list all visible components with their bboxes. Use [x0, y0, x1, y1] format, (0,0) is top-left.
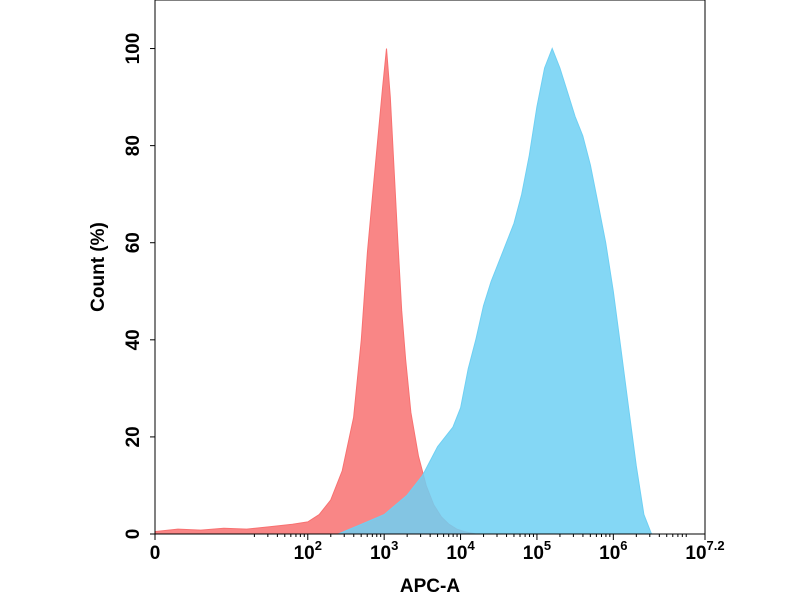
- x-tick-label: 104: [446, 538, 475, 564]
- y-tick-label: 0: [123, 529, 144, 540]
- series-area-2: [338, 47, 653, 535]
- y-axis-title: Count (%): [88, 222, 109, 312]
- y-tick-label: 20: [123, 426, 144, 447]
- series-area-1: [154, 48, 476, 535]
- y-tick-label: 40: [123, 329, 144, 350]
- x-axis-title: APC-A: [400, 576, 460, 597]
- x-tick-label: 0: [150, 543, 161, 564]
- series-layer: [154, 47, 653, 535]
- y-axis-ticks: 0 20 40 60 80 100: [123, 33, 155, 540]
- x-tick-label: 106: [599, 538, 627, 564]
- x-tick-label: 102: [294, 538, 322, 564]
- y-tick-label: 80: [123, 135, 144, 156]
- x-tick-label: 107.2: [685, 538, 724, 564]
- x-axis-ticks: 0 102 103 104 105 106 107.2: [150, 534, 725, 564]
- x-tick-label: 103: [370, 538, 398, 564]
- x-tick-label: 105: [523, 538, 551, 564]
- y-tick-label: 100: [123, 33, 144, 65]
- y-tick-label: 60: [123, 232, 144, 253]
